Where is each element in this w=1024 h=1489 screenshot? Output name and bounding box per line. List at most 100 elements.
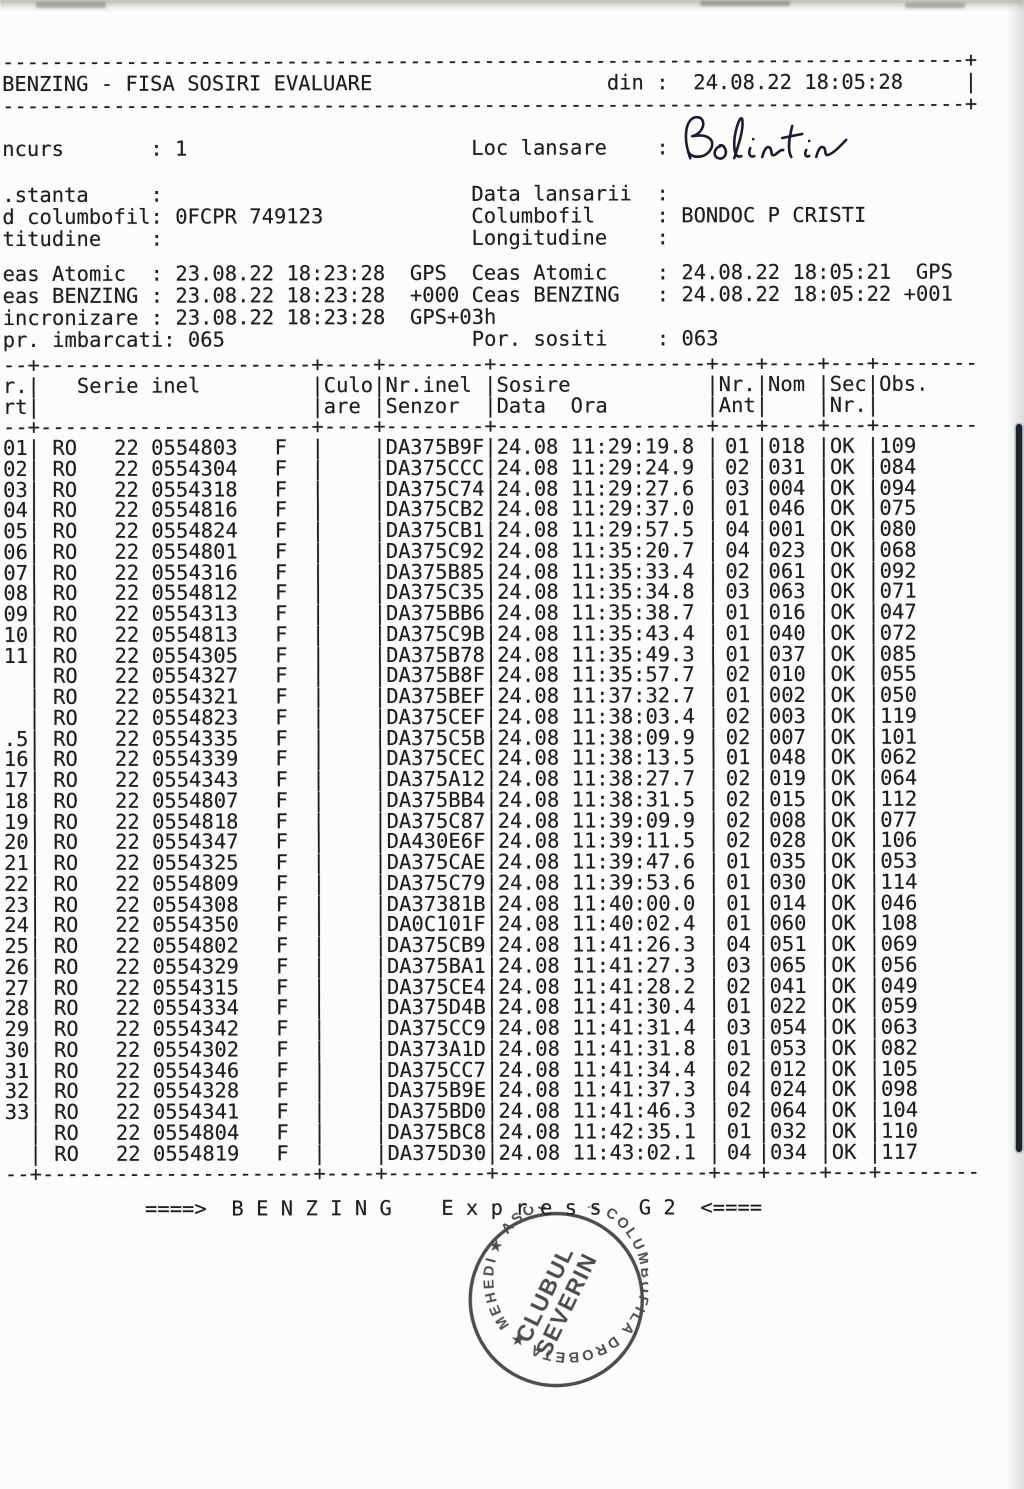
sosire-cell: 24.08 11:29:57.5 <box>497 519 707 540</box>
col-nr-ant-header: Nr. <box>718 373 756 395</box>
nr-ant-cell: 02 <box>726 1058 752 1080</box>
nom-cell: 031 <box>768 456 806 478</box>
col-nr-crt-header: rt <box>2 396 28 418</box>
sosire-cell: 24.08 11:35:20.7 <box>497 540 707 561</box>
nr-ant-cell: 02 <box>725 768 751 789</box>
sosire-cell: 24.08 11:37:32.7 <box>497 685 707 706</box>
serie-prefix: RO 22 <box>41 872 153 895</box>
nr-ant-cell: 01 <box>725 498 750 520</box>
serie-inel-cell: RO 22 0554321 F <box>41 686 313 707</box>
sosire-data: 24.08 <box>497 788 560 811</box>
senzor-cell: DA375CCC <box>385 457 485 479</box>
sosire-data: 24.08 <box>498 1058 561 1081</box>
serie-prefix: RO 22 <box>40 520 152 542</box>
obs-cell: 071 <box>879 580 917 602</box>
club-stamp: ★ ASOCIATIA COLUMBOFILA DROBETA ★ MEHEDI… <box>464 1206 648 1388</box>
ring-number: 0554809 <box>152 872 239 895</box>
sec-cell: OK <box>831 1141 857 1163</box>
senzor-cell: DA375C87 <box>386 810 486 832</box>
serie-prefix: RO 22 <box>40 561 152 584</box>
nr-crt-cell: 24 <box>4 915 29 937</box>
sosire-ora: 11:35:57.7 <box>571 664 695 686</box>
senzor-cell: DA375BB4 <box>386 789 486 811</box>
serie-inel-cell: RO 22 0554329 F <box>41 956 313 977</box>
ring-number: 0554335 <box>151 727 239 750</box>
sec-cell: OK <box>831 1099 857 1121</box>
sex-code: F <box>274 499 288 521</box>
senzor-cell: DA375A12 <box>386 768 486 790</box>
sosire-data: 24.08 <box>497 664 560 686</box>
ring-number: 0554304 <box>151 457 238 480</box>
nr-crt-cell: 18 <box>3 790 29 812</box>
sosire-ora: 11:39:09.9 <box>571 809 696 832</box>
sex-code: F <box>275 976 289 999</box>
sex-code: F <box>276 1059 289 1082</box>
nom-cell: 022 <box>769 996 807 1018</box>
nr-ant-cell: 02 <box>725 788 751 810</box>
nr-ant-cell: 01 <box>725 643 751 665</box>
sex-code: F <box>275 748 288 770</box>
nr-ant-cell: 04 <box>726 934 752 955</box>
serie-inel-cell: RO 22 0554342 F <box>42 1018 314 1039</box>
nr-crt-cell: 08 <box>3 583 29 605</box>
serie-inel-cell: RO 22 0554350 F <box>41 914 313 935</box>
senzor-cell: DA375C74 <box>385 478 485 500</box>
sosire-cell: 24.08 11:35:38.7 <box>497 602 707 623</box>
sex-code: F <box>275 893 289 916</box>
senzor-cell: DA375B78 <box>386 644 485 666</box>
sosire-data: 24.08 <box>497 747 560 769</box>
sex-code: F <box>275 914 289 936</box>
sosire-cell: 24.08 11:41:46.3 <box>498 1100 708 1121</box>
nom-cell: 037 <box>768 643 806 665</box>
ring-number: 0554807 <box>152 789 239 812</box>
serie-prefix: RO 22 <box>40 810 153 833</box>
sosire-ora: 11:35:43.4 <box>571 622 695 645</box>
sosire-data: 24.08 <box>497 685 560 707</box>
sosire-data: 24.08 <box>497 913 560 935</box>
nom-cell: 014 <box>769 892 807 914</box>
nr-crt-cell: 31 <box>4 1060 30 1082</box>
serie-prefix: RO 22 <box>41 935 153 957</box>
obs-cell: 062 <box>880 746 918 768</box>
line-ceas-benzing: eas BENZING : 23.08.22 18:23:28 +000 Cea… <box>2 281 953 309</box>
sec-cell: OK <box>830 850 856 872</box>
sec-cell: OK <box>830 684 856 706</box>
sosire-ora: 11:39:53.6 <box>571 871 696 894</box>
serie-prefix: RO 22 <box>40 769 153 791</box>
sex-code: F <box>274 457 287 480</box>
nom-cell: 063 <box>768 581 806 603</box>
nr-ant-cell: 01 <box>726 913 751 935</box>
senzor-cell: DA0C101F <box>386 914 486 936</box>
col-sec-nr-header: Sec <box>829 373 867 395</box>
senzor-cell: DA375B85 <box>385 561 485 583</box>
nr-crt-cell: 33 <box>4 1101 30 1123</box>
ring-number: 0554347 <box>152 831 239 853</box>
sex-code: F <box>275 769 288 791</box>
sex-code: F <box>275 706 288 729</box>
serie-prefix: RO 22 <box>41 955 153 978</box>
serie-inel-cell: RO 22 0554824 F <box>40 520 312 541</box>
nom-cell: 048 <box>768 747 807 769</box>
sec-cell: OK <box>830 747 856 768</box>
nr-ant-cell: 01 <box>726 1120 752 1142</box>
sosire-ora: 11:29:57.5 <box>570 519 695 541</box>
obs-cell: 092 <box>879 559 917 582</box>
sosire-data: 24.08 <box>497 602 559 624</box>
sosire-cell: 24.08 11:29:19.8 <box>497 436 707 457</box>
senzor-cell: DA375B9E <box>387 1080 487 1102</box>
sosire-ora: 11:38:09.9 <box>571 726 695 749</box>
sosire-cell: 24.08 11:35:33.4 <box>497 561 707 582</box>
obs-cell: 047 <box>879 601 917 623</box>
sosire-data: 24.08 <box>497 622 559 645</box>
sex-code: F <box>274 603 288 625</box>
sosire-cell: 24.08 11:41:34.4 <box>498 1059 708 1080</box>
sex-code: F <box>275 789 288 812</box>
obs-cell: 064 <box>880 767 918 789</box>
nom-cell: 028 <box>769 830 807 852</box>
sec-cell: OK <box>831 996 857 1017</box>
sosire-cell: 24.08 11:38:31.5 <box>498 789 708 810</box>
senzor-cell: DA375B8F <box>386 665 485 687</box>
ring-number: 0554302 <box>152 1038 240 1061</box>
sex-code: F <box>275 644 288 667</box>
obs-cell: 085 <box>879 642 917 665</box>
